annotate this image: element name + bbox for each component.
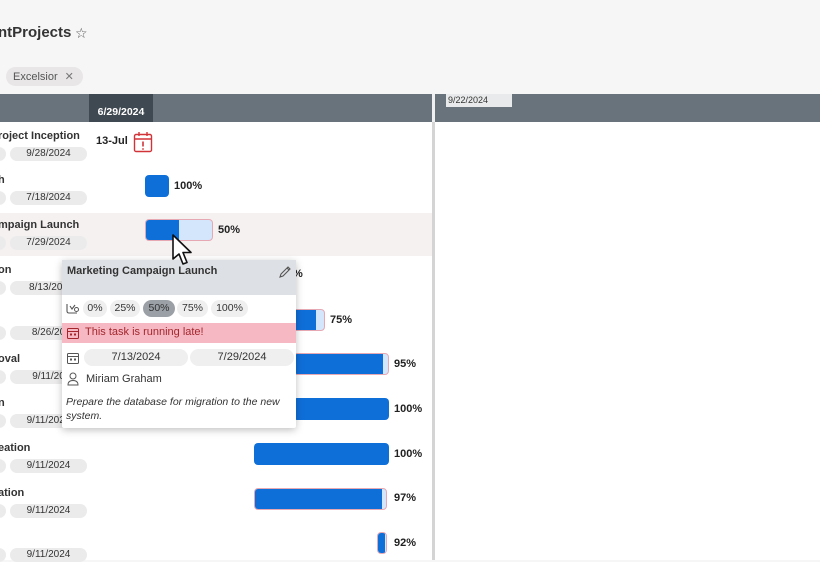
task-percent: 95%	[394, 358, 417, 370]
progress-option-0[interactable]: 0%	[83, 300, 107, 317]
star-icon[interactable]: ☆	[75, 25, 88, 41]
task-bar-progress	[255, 489, 383, 509]
task-tag	[0, 459, 6, 473]
task-bar[interactable]	[254, 488, 387, 510]
task-tag	[0, 504, 6, 518]
pencil-icon[interactable]	[278, 265, 292, 284]
task-date: 9/11/2024	[10, 459, 87, 473]
person-icon	[67, 372, 79, 391]
milestone-label: 13-Jul	[96, 135, 128, 147]
progress-option-75[interactable]: 75%	[177, 300, 208, 317]
progress-option-50[interactable]: 50%	[143, 300, 175, 317]
task-percent: 75%	[330, 314, 353, 326]
task-bar-progress	[146, 220, 179, 240]
task-name[interactable]: ation	[0, 487, 25, 499]
calendar-icon	[67, 326, 79, 344]
task-bar-progress	[294, 354, 384, 374]
filter-chip-label: Excelsior	[13, 70, 58, 83]
timeline-date-marker: 6/29/2024	[89, 94, 153, 122]
task-tag	[0, 147, 6, 161]
progress-option-25[interactable]: 25%	[110, 300, 140, 317]
late-warning-banner	[62, 323, 296, 343]
task-name[interactable]: h	[0, 174, 5, 186]
task-date: 7/29/2024	[10, 236, 87, 250]
task-name[interactable]: n	[0, 397, 5, 409]
cursor-icon	[171, 234, 195, 273]
task-name[interactable]: on	[0, 264, 12, 276]
task-name[interactable]: mpaign Launch	[0, 219, 80, 231]
task-bar[interactable]	[254, 443, 389, 465]
task-tag	[0, 281, 6, 295]
task-percent: %	[293, 268, 303, 280]
task-tag	[0, 414, 6, 428]
task-percent: 100%	[394, 403, 423, 415]
task-name[interactable]: roject Inception	[0, 130, 80, 142]
timeline-date-label: 9/22/2024	[446, 94, 512, 107]
column-divider	[432, 122, 435, 560]
calendar-icon	[67, 351, 79, 369]
task-name[interactable]: eation	[0, 442, 31, 454]
task-percent: 97%	[394, 492, 417, 504]
task-bar[interactable]	[377, 532, 387, 554]
task-date: 9/11/2024	[10, 548, 87, 562]
start-date-field[interactable]: 7/13/2024	[84, 349, 188, 366]
task-percent: 100%	[174, 180, 203, 192]
task-tag	[0, 548, 6, 562]
page-title: ntProjects	[0, 24, 72, 41]
task-tag	[0, 370, 6, 384]
progress-option-100[interactable]: 100%	[211, 300, 248, 317]
card-header	[62, 260, 296, 295]
task-tag	[0, 326, 6, 340]
task-percent: 92%	[394, 537, 417, 549]
progress-icon	[66, 301, 80, 320]
task-bar[interactable]	[145, 219, 213, 241]
task-date: 9/11/2024	[10, 504, 87, 518]
header-divider	[432, 94, 435, 122]
task-description: Prepare the database for migration to th…	[66, 396, 280, 422]
calendar-alert-icon[interactable]	[133, 131, 153, 158]
task-bar-progress	[293, 310, 317, 330]
end-date-field[interactable]: 7/29/2024	[190, 349, 294, 366]
task-name[interactable]: oval	[0, 353, 21, 365]
filter-chip[interactable]: Excelsior ✕	[6, 67, 83, 86]
task-date: 7/18/2024	[10, 191, 87, 205]
task-tag	[0, 191, 6, 205]
task-percent: 100%	[394, 448, 423, 460]
task-percent: 50%	[218, 224, 241, 236]
close-icon[interactable]: ✕	[64, 71, 74, 83]
task-details-card: Marketing Campaign Launch 0% 25% 50% 75%…	[62, 260, 296, 428]
task-bar[interactable]	[293, 398, 389, 420]
task-bar[interactable]	[145, 175, 169, 197]
late-warning-text: This task is running late!	[85, 326, 204, 338]
card-title: Marketing Campaign Launch	[67, 265, 218, 277]
task-tag	[0, 236, 6, 250]
task-bar[interactable]	[293, 353, 389, 375]
task-bar-progress	[378, 533, 386, 553]
task-date: 9/28/2024	[10, 147, 87, 161]
assignee-name[interactable]: Miriam Graham	[86, 373, 162, 385]
task-bar[interactable]	[292, 309, 325, 331]
